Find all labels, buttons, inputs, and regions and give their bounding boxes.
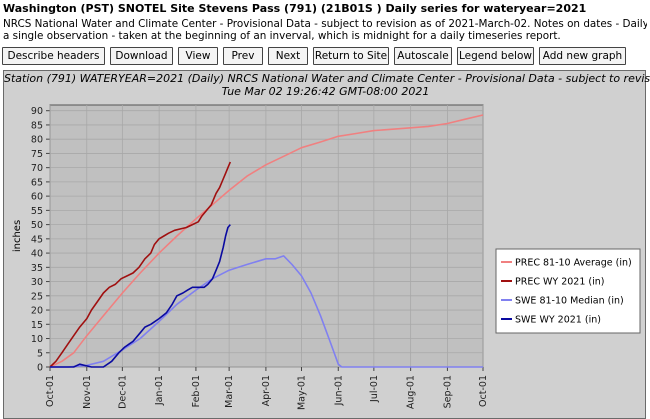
x-tick-label: Dec-01 <box>117 375 128 409</box>
y-tick-label: 35 <box>31 263 43 274</box>
series-line-2 <box>49 161 232 368</box>
page-description: NRCS National Water and Climate Center -… <box>3 18 647 42</box>
y-tick-label: 90 <box>31 106 43 117</box>
y-tick-label: 75 <box>31 149 43 160</box>
y-axis-label: inches <box>12 220 23 252</box>
y-tick-label: 80 <box>31 135 43 146</box>
description-line-2: a single observation - taken at the begi… <box>3 30 561 42</box>
add-new-graph-button[interactable]: Add new graph <box>539 47 626 65</box>
plot-area <box>49 104 484 368</box>
y-tick-label: 40 <box>31 249 43 260</box>
y-tick-label: 65 <box>31 177 43 188</box>
y-tick-label: 60 <box>31 192 43 203</box>
y-tick-label: 85 <box>31 120 43 131</box>
y-tick-label: 10 <box>31 334 43 345</box>
x-tick-label: Jun-01 <box>333 375 344 406</box>
legend-label: PREC 81-10 Average (in) <box>515 258 632 269</box>
chart-subtitle: Tue Mar 02 19:26:42 GMT-08:00 2021 <box>221 85 430 98</box>
y-tick-label: 50 <box>31 220 43 231</box>
view-button[interactable]: View <box>178 47 218 65</box>
y-tick-label: 20 <box>31 306 43 317</box>
y-tick-label: 70 <box>31 163 43 174</box>
autoscale-button[interactable]: Autoscale <box>394 47 452 65</box>
legend-label: SWE WY 2021 (in) <box>515 315 601 326</box>
x-tick-label: Oct-01 <box>478 375 489 407</box>
return-to-site-button[interactable]: Return to Site <box>313 47 389 65</box>
y-tick-label: 0 <box>37 363 43 374</box>
chart-svg: 0 5 10 15 20 25 30 35 40 45 50 55 60 65 70 75 80 85 90 Oct-… <box>12 104 641 410</box>
legend-label: PREC WY 2021 (in) <box>515 277 604 288</box>
series-line-4 <box>50 224 231 368</box>
x-tick-label: Feb-01 <box>191 375 202 407</box>
chart-panel: Station (791) WATERYEAR=2021 (Daily) NRC… <box>3 70 650 419</box>
y-tick-label: 25 <box>31 291 43 302</box>
x-tick-label: Nov-01 <box>82 375 93 409</box>
x-tick-label: Sep-01 <box>442 375 453 408</box>
x-tick-label: Oct-01 <box>45 375 56 407</box>
y-tick-label: 55 <box>31 206 43 217</box>
describe-headers-button[interactable]: Describe headers <box>2 47 105 65</box>
x-tick-label: Jul-01 <box>369 375 380 403</box>
x-tick-label: Apr-01 <box>261 375 272 406</box>
page-title: Washington (PST) SNOTEL Site Stevens Pas… <box>3 2 587 15</box>
x-tick-label: Aug-01 <box>406 375 417 409</box>
chart-title: Station (791) WATERYEAR=2021 (Daily) NRC… <box>4 72 650 85</box>
legend-label: SWE 81-10 Median (in) <box>515 296 624 307</box>
series-line-3 <box>50 255 483 368</box>
x-tick-label: May-01 <box>296 375 307 410</box>
next-button[interactable]: Next <box>268 47 308 65</box>
legend-below-button[interactable]: Legend below <box>457 47 534 65</box>
x-tick-label: Jan-01 <box>154 375 165 406</box>
download-button[interactable]: Download <box>110 47 173 65</box>
y-tick-label: 15 <box>31 320 43 331</box>
legend: PREC 81-10 Average (in) PREC WY 2021 (in)… <box>495 248 641 334</box>
prev-button[interactable]: Prev <box>223 47 263 65</box>
y-tick-label: 5 <box>37 348 43 359</box>
series-line-1 <box>49 114 484 368</box>
y-tick-label: 45 <box>31 234 43 245</box>
legend-box <box>495 248 641 334</box>
description-line-1: NRCS National Water and Climate Center -… <box>3 18 647 30</box>
y-tick-label: 30 <box>31 277 43 288</box>
x-tick-label: Mar-01 <box>224 375 235 408</box>
